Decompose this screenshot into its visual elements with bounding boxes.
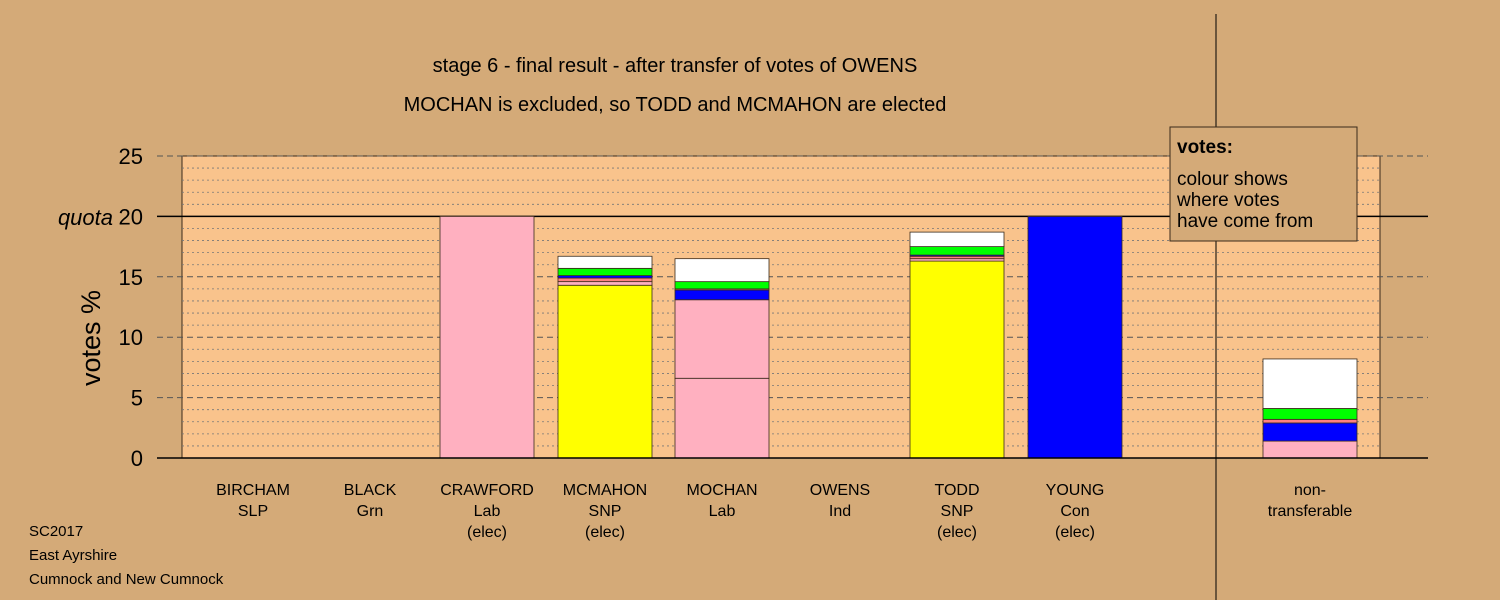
legend-line: have come from: [1177, 211, 1313, 232]
footer-line: SC2017: [29, 523, 83, 540]
y-axis-label: votes %: [76, 290, 106, 386]
legend-line: where votes: [1176, 190, 1279, 211]
party-label: SLP: [238, 503, 268, 520]
y-tick-label: 15: [119, 265, 143, 290]
party-label: Lab: [709, 503, 736, 520]
candidate-bar-segment: [557, 284, 653, 459]
nontransferable-bar-segment: [1262, 358, 1358, 409]
nontransferable-bar-segment: [1262, 422, 1358, 442]
candidate-bar-segment: [674, 377, 770, 459]
elected-label: (elec): [1055, 524, 1095, 541]
footer-line: Cumnock and New Cumnock: [29, 571, 224, 588]
candidate-bar-segment: [439, 215, 535, 459]
party-label: SNP: [589, 503, 622, 520]
nontransferable-bar-segment: [1262, 418, 1358, 424]
candidate-name-label: MCMAHON: [563, 482, 647, 499]
candidate-bar-segment: [909, 231, 1005, 248]
nontransferable-bar-segment: [1262, 408, 1358, 420]
candidate-bar-segment: [909, 246, 1005, 256]
elected-label: (elec): [585, 524, 625, 541]
footer-line: East Ayrshire: [29, 547, 117, 564]
y-tick-label: 0: [131, 446, 143, 471]
candidate-bar-segment: [557, 267, 653, 276]
party-label: SNP: [941, 503, 974, 520]
candidate-name-label: YOUNG: [1046, 482, 1105, 499]
nontransferable-bar-segment: [1262, 440, 1358, 459]
chart-title: stage 6 - final result - after transfer …: [433, 55, 918, 77]
candidate-name-label: CRAWFORD: [440, 482, 534, 499]
legend-line: colour shows: [1177, 169, 1288, 190]
chart-subtitle: MOCHAN is excluded, so TODD and MCMAHON …: [404, 94, 947, 116]
candidate-bar-segment: [1027, 215, 1123, 459]
elected-label: (elec): [937, 524, 977, 541]
candidate-bar-segment: [674, 299, 770, 379]
quota-label: quota: [58, 205, 113, 230]
candidate-name-label: TODD: [934, 482, 979, 499]
candidate-name-label: MOCHAN: [686, 482, 757, 499]
candidate-bar-segment: [557, 255, 653, 269]
candidate-name-label: OWENS: [810, 482, 870, 499]
legend-box: votes: colour shows where votes have com…: [1169, 126, 1358, 242]
candidate-name-label: BIRCHAM: [216, 482, 290, 499]
party-label: Ind: [829, 503, 851, 520]
elected-label: (elec): [467, 524, 507, 541]
y-tick-label: 25: [119, 144, 143, 169]
candidate-bar-segment: [909, 260, 1005, 459]
candidate-bar-segment: [557, 281, 653, 286]
party-label: Lab: [474, 503, 501, 520]
candidate-bar-segment: [674, 289, 770, 301]
legend-title: votes:: [1177, 137, 1233, 158]
y-tick-label: 5: [131, 386, 143, 411]
candidate-bar-segment: [557, 277, 653, 283]
nontransferable-label: transferable: [1268, 503, 1353, 520]
party-label: Grn: [357, 503, 384, 520]
nontransferable-label: non-: [1294, 482, 1326, 499]
candidate-bar-segment: [674, 258, 770, 283]
party-label: Con: [1060, 503, 1089, 520]
y-tick-label: 20: [119, 204, 143, 229]
candidate-name-label: BLACK: [344, 482, 397, 499]
candidate-bar-segment: [674, 281, 770, 290]
y-tick-label: 10: [119, 325, 143, 350]
